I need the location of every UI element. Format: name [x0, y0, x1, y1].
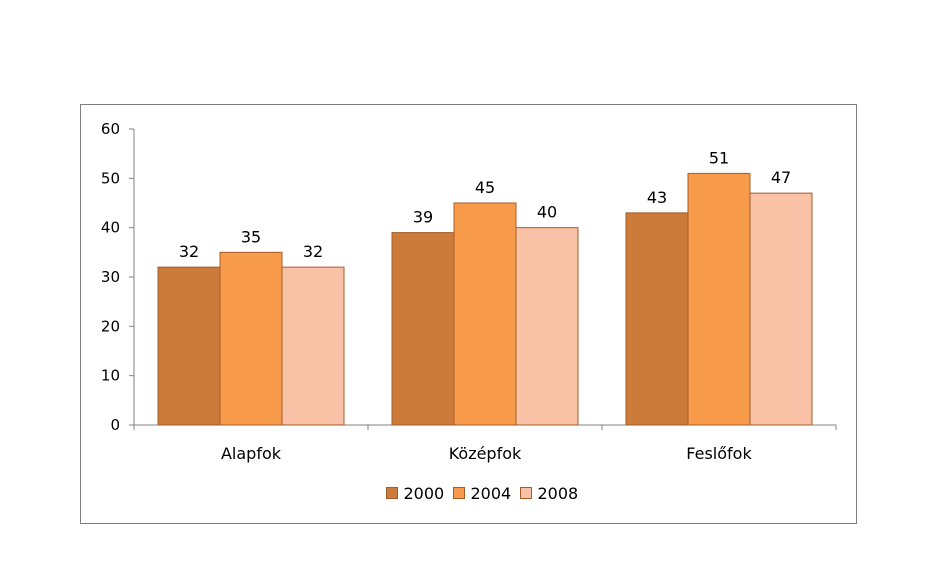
bar-2000-2: [625, 212, 689, 426]
legend-label-2000: 2000: [404, 484, 445, 503]
x-category-label: Középfok: [449, 444, 522, 463]
y-tick-label: 50: [101, 169, 120, 187]
bar-2004-2: [687, 172, 751, 426]
y-tick-label: 20: [101, 317, 120, 335]
data-label: 47: [771, 168, 791, 187]
y-tick-label: 0: [110, 416, 120, 434]
data-label: 32: [303, 242, 323, 261]
legend-swatch-2008: [520, 487, 532, 499]
data-label: 35: [241, 227, 261, 246]
data-label: 32: [179, 242, 199, 261]
bar-2000-0: [157, 266, 221, 426]
data-label: 45: [475, 178, 495, 197]
chart-frame: 0 10 20 30 40 50 60 Alapfok Középfok Feslőfok 32 3…: [80, 104, 857, 524]
bar-2008-0: [281, 266, 345, 426]
legend-swatch-2000: [386, 487, 398, 499]
legend-label-2004: 2004: [471, 484, 512, 503]
data-label: 40: [537, 203, 557, 222]
y-tick-label: 30: [101, 268, 120, 286]
data-label: 39: [413, 208, 433, 227]
x-category-label: Alapfok: [221, 444, 282, 463]
bar-2004-0: [219, 251, 283, 426]
data-labels: 32 35 32 39 45 40 43 51 47: [179, 148, 791, 261]
y-tick-label: 40: [101, 219, 120, 237]
legend-label-2008: 2008: [538, 484, 579, 503]
y-tick-label: 10: [101, 367, 120, 385]
y-tick-label: 60: [101, 120, 120, 138]
legend: 2000 2004 2008: [386, 484, 579, 503]
bars: [157, 172, 813, 426]
data-label: 43: [647, 188, 667, 207]
bar-2008-2: [749, 192, 813, 426]
axes: 0 10 20 30 40 50 60 Alapfok Középfok Feslőfok: [101, 120, 837, 463]
x-category-label: Feslőfok: [686, 444, 752, 463]
bar-2004-1: [453, 202, 517, 426]
bar-2000-1: [391, 232, 455, 426]
bar-2008-1: [515, 227, 579, 426]
data-label: 51: [709, 148, 729, 167]
legend-swatch-2004: [453, 487, 465, 499]
